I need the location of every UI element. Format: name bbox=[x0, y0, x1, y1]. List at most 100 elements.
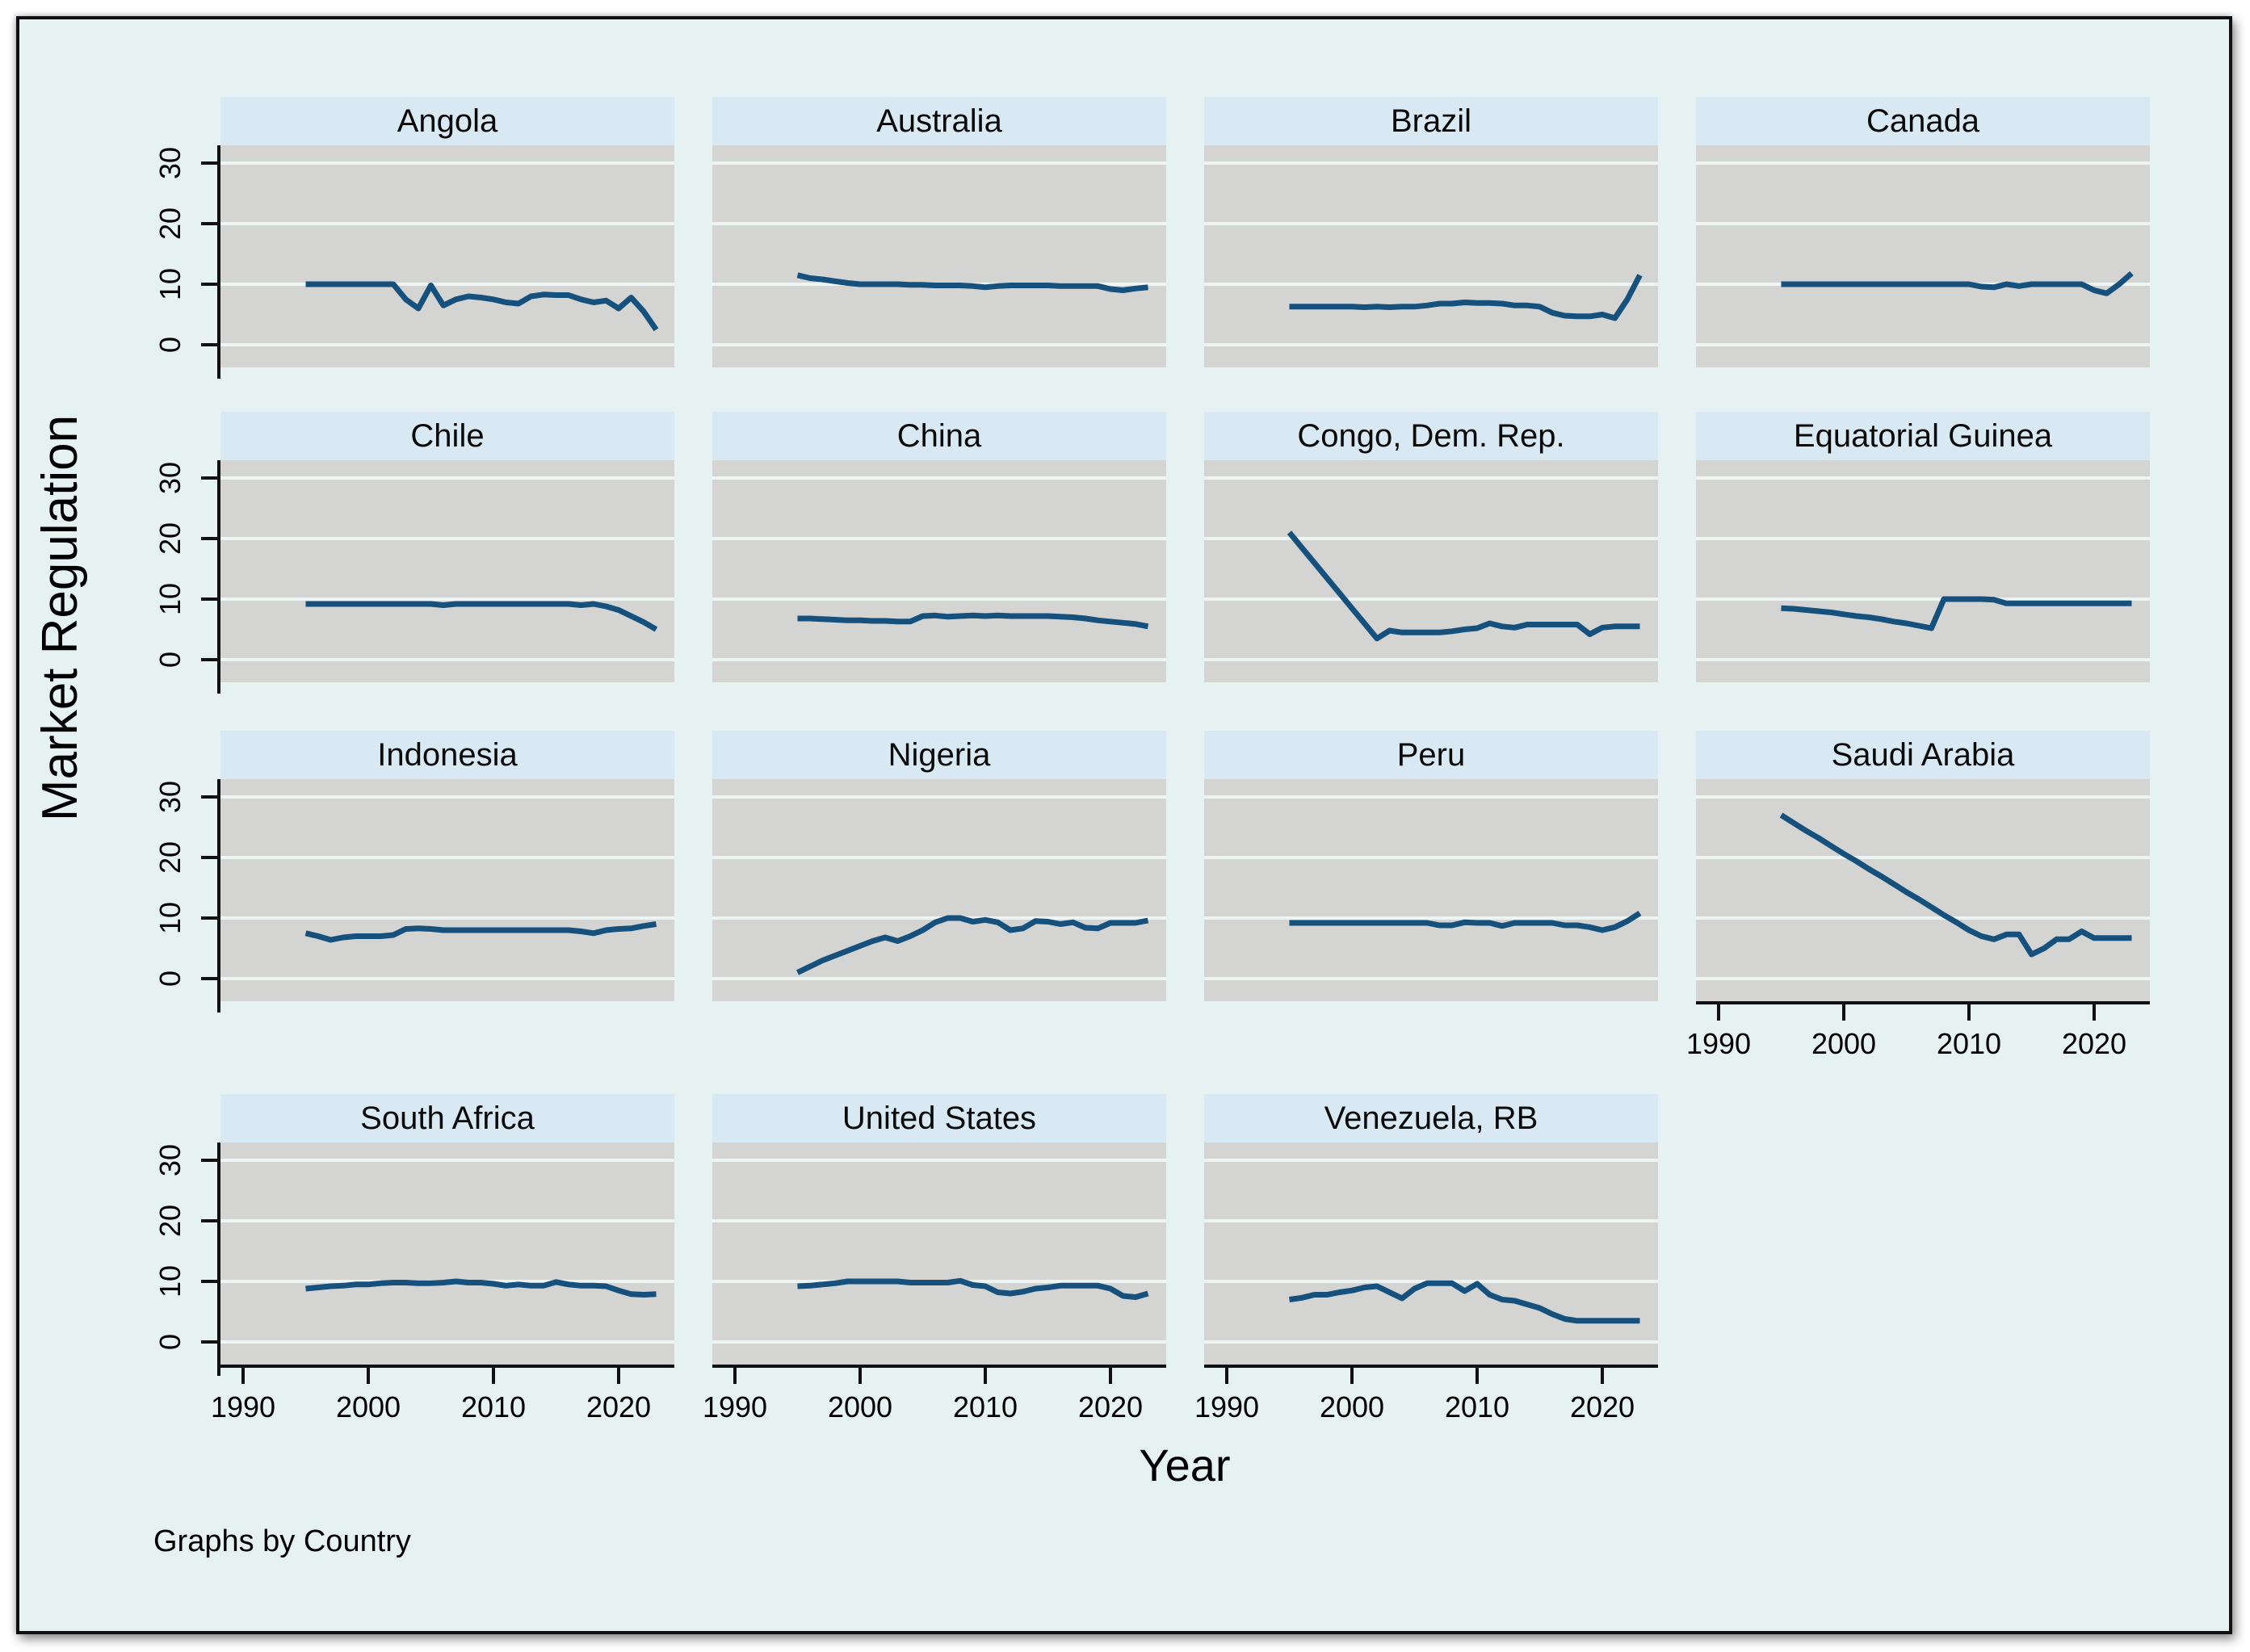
x-tick-label-2000: 2000 bbox=[1319, 1390, 1385, 1423]
series-line-venezuela-rb bbox=[1289, 1280, 1640, 1324]
x-tick-2010 bbox=[492, 1368, 495, 1384]
x-tick-label-1990: 1990 bbox=[1685, 1027, 1752, 1060]
x-tick-2020 bbox=[1601, 1368, 1604, 1384]
y-tick-label-0: 0 bbox=[153, 1333, 187, 1351]
y-axis-spine bbox=[217, 145, 220, 379]
y-tick-10 bbox=[201, 597, 217, 601]
series-line-saudi-arabia bbox=[1779, 812, 2132, 958]
y-tick-0 bbox=[201, 1340, 217, 1344]
x-axis-spine bbox=[1696, 1001, 2150, 1004]
y-tick-label-30: 30 bbox=[153, 1143, 187, 1177]
panel-chile: Chile bbox=[220, 412, 674, 682]
x-tick-label-2010: 2010 bbox=[1936, 1027, 2002, 1060]
y-tick-30 bbox=[201, 795, 217, 799]
y-tick-0 bbox=[201, 658, 217, 661]
y-tick-label-10: 10 bbox=[153, 901, 187, 935]
panel-title-chile: Chile bbox=[220, 412, 674, 460]
panel-indonesia: Indonesia bbox=[220, 731, 674, 1001]
y-axis-spine bbox=[217, 460, 220, 694]
graphs-by-note: Graphs by Country bbox=[153, 1524, 411, 1558]
panel-title-united-states: United States bbox=[712, 1094, 1166, 1143]
plot-background bbox=[1696, 779, 2150, 1001]
panel-title-saudi-arabia: Saudi Arabia bbox=[1696, 731, 2150, 779]
x-tick-2020 bbox=[617, 1368, 620, 1384]
panel-title-equatorial-guinea: Equatorial Guinea bbox=[1696, 412, 2150, 460]
y-axis-title: Market Regulation bbox=[32, 129, 89, 1106]
x-tick-label-1990: 1990 bbox=[210, 1390, 276, 1423]
series-line-south-africa bbox=[305, 1278, 657, 1298]
x-tick-2000 bbox=[1350, 1368, 1354, 1384]
x-tick-label-2010: 2010 bbox=[460, 1390, 527, 1423]
panel-plot-indonesia bbox=[220, 779, 674, 1001]
x-tick-2020 bbox=[1109, 1368, 1112, 1384]
x-tick-2020 bbox=[2093, 1004, 2096, 1021]
y-tick-0 bbox=[201, 977, 217, 980]
panel-equatorial-guinea: Equatorial Guinea bbox=[1696, 412, 2150, 682]
y-tick-20 bbox=[201, 222, 217, 225]
panel-china: China bbox=[712, 412, 1166, 682]
series-line-indonesia bbox=[304, 921, 657, 943]
y-axis-spine bbox=[217, 1143, 220, 1376]
y-tick-20 bbox=[201, 1219, 217, 1222]
panel-plot-china bbox=[712, 460, 1166, 682]
panel-title-nigeria: Nigeria bbox=[712, 731, 1166, 779]
x-tick-label-2000: 2000 bbox=[1811, 1027, 1877, 1060]
panel-plot-australia bbox=[712, 145, 1166, 367]
panel-plot-equatorial-guinea bbox=[1696, 460, 2150, 682]
panel-plot-congo-dem-rep bbox=[1204, 460, 1658, 682]
x-tick-2000 bbox=[367, 1368, 370, 1384]
y-tick-label-30: 30 bbox=[153, 780, 187, 814]
plot-background bbox=[1696, 460, 2150, 682]
y-tick-0 bbox=[201, 343, 217, 346]
y-tick-label-0: 0 bbox=[153, 970, 187, 987]
y-tick-10 bbox=[201, 1280, 217, 1283]
panel-australia: Australia bbox=[712, 97, 1166, 367]
plot-background bbox=[1204, 460, 1658, 682]
panel-canada: Canada bbox=[1696, 97, 2150, 367]
y-tick-label-20: 20 bbox=[153, 1204, 187, 1238]
y-tick-label-20: 20 bbox=[153, 522, 187, 556]
series-line-congo-dem-rep bbox=[1287, 530, 1640, 642]
panel-plot-saudi-arabia bbox=[1696, 779, 2150, 1001]
y-tick-label-20: 20 bbox=[153, 841, 187, 874]
panel-angola: Angola bbox=[220, 97, 674, 367]
x-tick-2010 bbox=[984, 1368, 987, 1384]
series-line-angola bbox=[305, 281, 659, 332]
panel-venezuela-rb: Venezuela, RB bbox=[1204, 1094, 1658, 1365]
panel-brazil: Brazil bbox=[1204, 97, 1658, 367]
panel-plot-united-states bbox=[712, 1143, 1166, 1365]
plot-background bbox=[712, 145, 1166, 367]
panel-title-australia: Australia bbox=[712, 97, 1166, 145]
x-tick-label-2000: 2000 bbox=[335, 1390, 401, 1423]
panel-plot-peru bbox=[1204, 779, 1658, 1001]
x-tick-label-2010: 2010 bbox=[952, 1390, 1018, 1423]
panel-saudi-arabia: Saudi Arabia bbox=[1696, 731, 2150, 1001]
plot-background bbox=[220, 460, 674, 682]
x-tick-label-2020: 2020 bbox=[1077, 1390, 1144, 1423]
panel-south-africa: South Africa bbox=[220, 1094, 674, 1365]
x-tick-label-2010: 2010 bbox=[1444, 1390, 1510, 1423]
x-tick-1990 bbox=[241, 1368, 245, 1384]
plot-background bbox=[220, 779, 674, 1001]
plot-background bbox=[1204, 145, 1658, 367]
y-tick-label-0: 0 bbox=[153, 336, 187, 354]
plot-background bbox=[1204, 779, 1658, 1001]
y-tick-20 bbox=[201, 856, 217, 859]
y-tick-label-30: 30 bbox=[153, 146, 187, 180]
panel-congo-dem-rep: Congo, Dem. Rep. bbox=[1204, 412, 1658, 682]
x-tick-label-1990: 1990 bbox=[1194, 1390, 1260, 1423]
y-tick-10 bbox=[201, 916, 217, 920]
panel-plot-nigeria bbox=[712, 779, 1166, 1001]
plot-background bbox=[712, 460, 1166, 682]
y-tick-label-10: 10 bbox=[153, 582, 187, 616]
panel-title-venezuela-rb: Venezuela, RB bbox=[1204, 1094, 1658, 1143]
panel-plot-angola bbox=[220, 145, 674, 367]
plot-background bbox=[712, 779, 1166, 1001]
x-tick-2010 bbox=[1967, 1004, 1971, 1021]
y-tick-30 bbox=[201, 161, 217, 165]
plot-background bbox=[1204, 1143, 1658, 1365]
x-tick-label-1990: 1990 bbox=[702, 1390, 768, 1423]
panel-title-canada: Canada bbox=[1696, 97, 2150, 145]
panel-title-peru: Peru bbox=[1204, 731, 1658, 779]
y-tick-10 bbox=[201, 283, 217, 286]
